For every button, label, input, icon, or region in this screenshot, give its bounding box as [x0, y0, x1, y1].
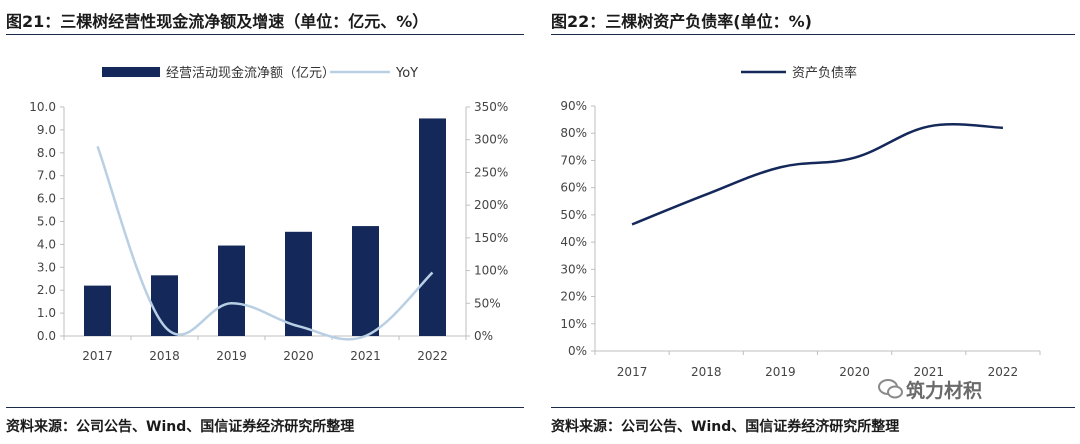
right-tick-label: 250%	[474, 165, 508, 179]
figure-22-title: 图22：三棵树资产负债率(单位：%)	[551, 12, 812, 31]
right-tick-label: 150%	[474, 231, 508, 245]
right-tick-label: 0%	[474, 329, 493, 343]
right-tick-label: 350%	[474, 100, 508, 114]
y-tick-label: 60%	[560, 181, 587, 195]
title-rule	[6, 34, 524, 35]
x-tick-label: 2021	[350, 349, 381, 363]
x-tick-label: 2018	[149, 349, 180, 363]
left-tick-label: 2.0	[37, 283, 56, 297]
cashflow-bar	[84, 285, 111, 336]
cashflow-bar	[285, 231, 312, 336]
watermark: 筑力材积	[906, 380, 983, 402]
y-tick-label: 50%	[560, 208, 587, 222]
y-tick-label: 90%	[560, 99, 587, 113]
title-rule	[551, 34, 1075, 35]
left-tick-label: 7.0	[37, 169, 56, 183]
legend-bar-swatch	[102, 67, 160, 77]
x-tick-label: 2018	[691, 365, 722, 379]
figure-21: 图21：三棵树经营性现金流净额及增速（单位：亿元、%） 0.0 1.0 2.0 3.0…	[0, 0, 530, 444]
left-tick-label: 9.0	[37, 123, 56, 137]
x-tick-label: 2017	[82, 349, 113, 363]
cashflow-chart: 0.0 1.0 2.0 3.0 4.0 5.0 6.0 7.0 8.0 9.0 10.0 0% 50% 1…	[29, 65, 508, 363]
figure-22-source: 资料来源：公司公告、Wind、国信证券经济研究所整理	[551, 419, 900, 435]
left-tick-label: 0.0	[37, 329, 56, 343]
figure-21-source: 资料来源：公司公告、Wind、国信证券经济研究所整理	[6, 419, 355, 435]
x-tick-label: 2017	[617, 365, 648, 379]
y-tick-label: 0%	[568, 344, 587, 358]
y-tick-label: 80%	[560, 126, 587, 140]
x-tick-label: 2019	[216, 349, 247, 363]
figure-22: 图22：三棵树资产负债率(单位：%) 0% 10% 20% 30% 40% 50% 60% 7…	[545, 0, 1080, 444]
right-tick-label: 300%	[474, 133, 508, 147]
source-rule	[551, 407, 1075, 408]
wechat-icon	[878, 379, 903, 399]
source-rule	[6, 407, 524, 408]
cashflow-bar	[419, 118, 446, 336]
debt-ratio-chart: 0% 10% 20% 30% 40% 50% 60% 70% 80% 90% 2017 2018 201…	[560, 65, 1041, 379]
legend-label: 资产负债率	[792, 65, 857, 81]
x-tick-label: 2020	[839, 365, 870, 379]
left-tick-label: 1.0	[37, 306, 56, 320]
x-tick-label: 2021	[913, 365, 944, 379]
figure-21-title: 图21：三棵树经营性现金流净额及增速（单位：亿元、%）	[6, 12, 429, 31]
left-tick-label: 8.0	[37, 146, 56, 160]
cashflow-bar	[352, 226, 379, 336]
y-tick-label: 20%	[560, 290, 587, 304]
right-tick-label: 100%	[474, 264, 508, 278]
legend-yoy-label: YoY	[395, 66, 418, 81]
cashflow-bar	[218, 245, 245, 336]
debt-ratio-line	[631, 123, 1003, 226]
left-tick-label: 4.0	[37, 237, 56, 251]
x-tick-label: 2020	[283, 349, 314, 363]
x-tick-label: 2022	[417, 349, 448, 363]
left-tick-label: 3.0	[37, 260, 56, 274]
yoy-line	[96, 145, 434, 341]
y-tick-label: 70%	[560, 153, 587, 167]
y-tick-label: 30%	[560, 262, 587, 276]
left-tick-label: 6.0	[37, 192, 56, 206]
right-tick-label: 200%	[474, 198, 508, 212]
right-tick-label: 50%	[474, 296, 501, 310]
left-tick-label: 10.0	[29, 100, 56, 114]
legend-bar-label: 经营活动现金流净额（亿元）	[166, 65, 335, 81]
x-tick-label: 2022	[988, 365, 1019, 379]
left-tick-label: 5.0	[37, 215, 56, 229]
y-tick-label: 10%	[560, 317, 587, 331]
x-tick-label: 2019	[765, 365, 796, 379]
y-tick-label: 40%	[560, 235, 587, 249]
